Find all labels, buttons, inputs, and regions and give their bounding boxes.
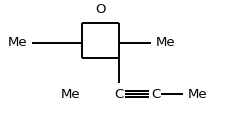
Text: Me: Me <box>60 88 80 101</box>
Text: Me: Me <box>188 88 207 101</box>
Text: C: C <box>151 88 160 101</box>
Text: C: C <box>114 88 124 101</box>
Text: Me: Me <box>156 36 175 49</box>
Text: O: O <box>95 3 106 15</box>
Text: Me: Me <box>8 36 27 49</box>
